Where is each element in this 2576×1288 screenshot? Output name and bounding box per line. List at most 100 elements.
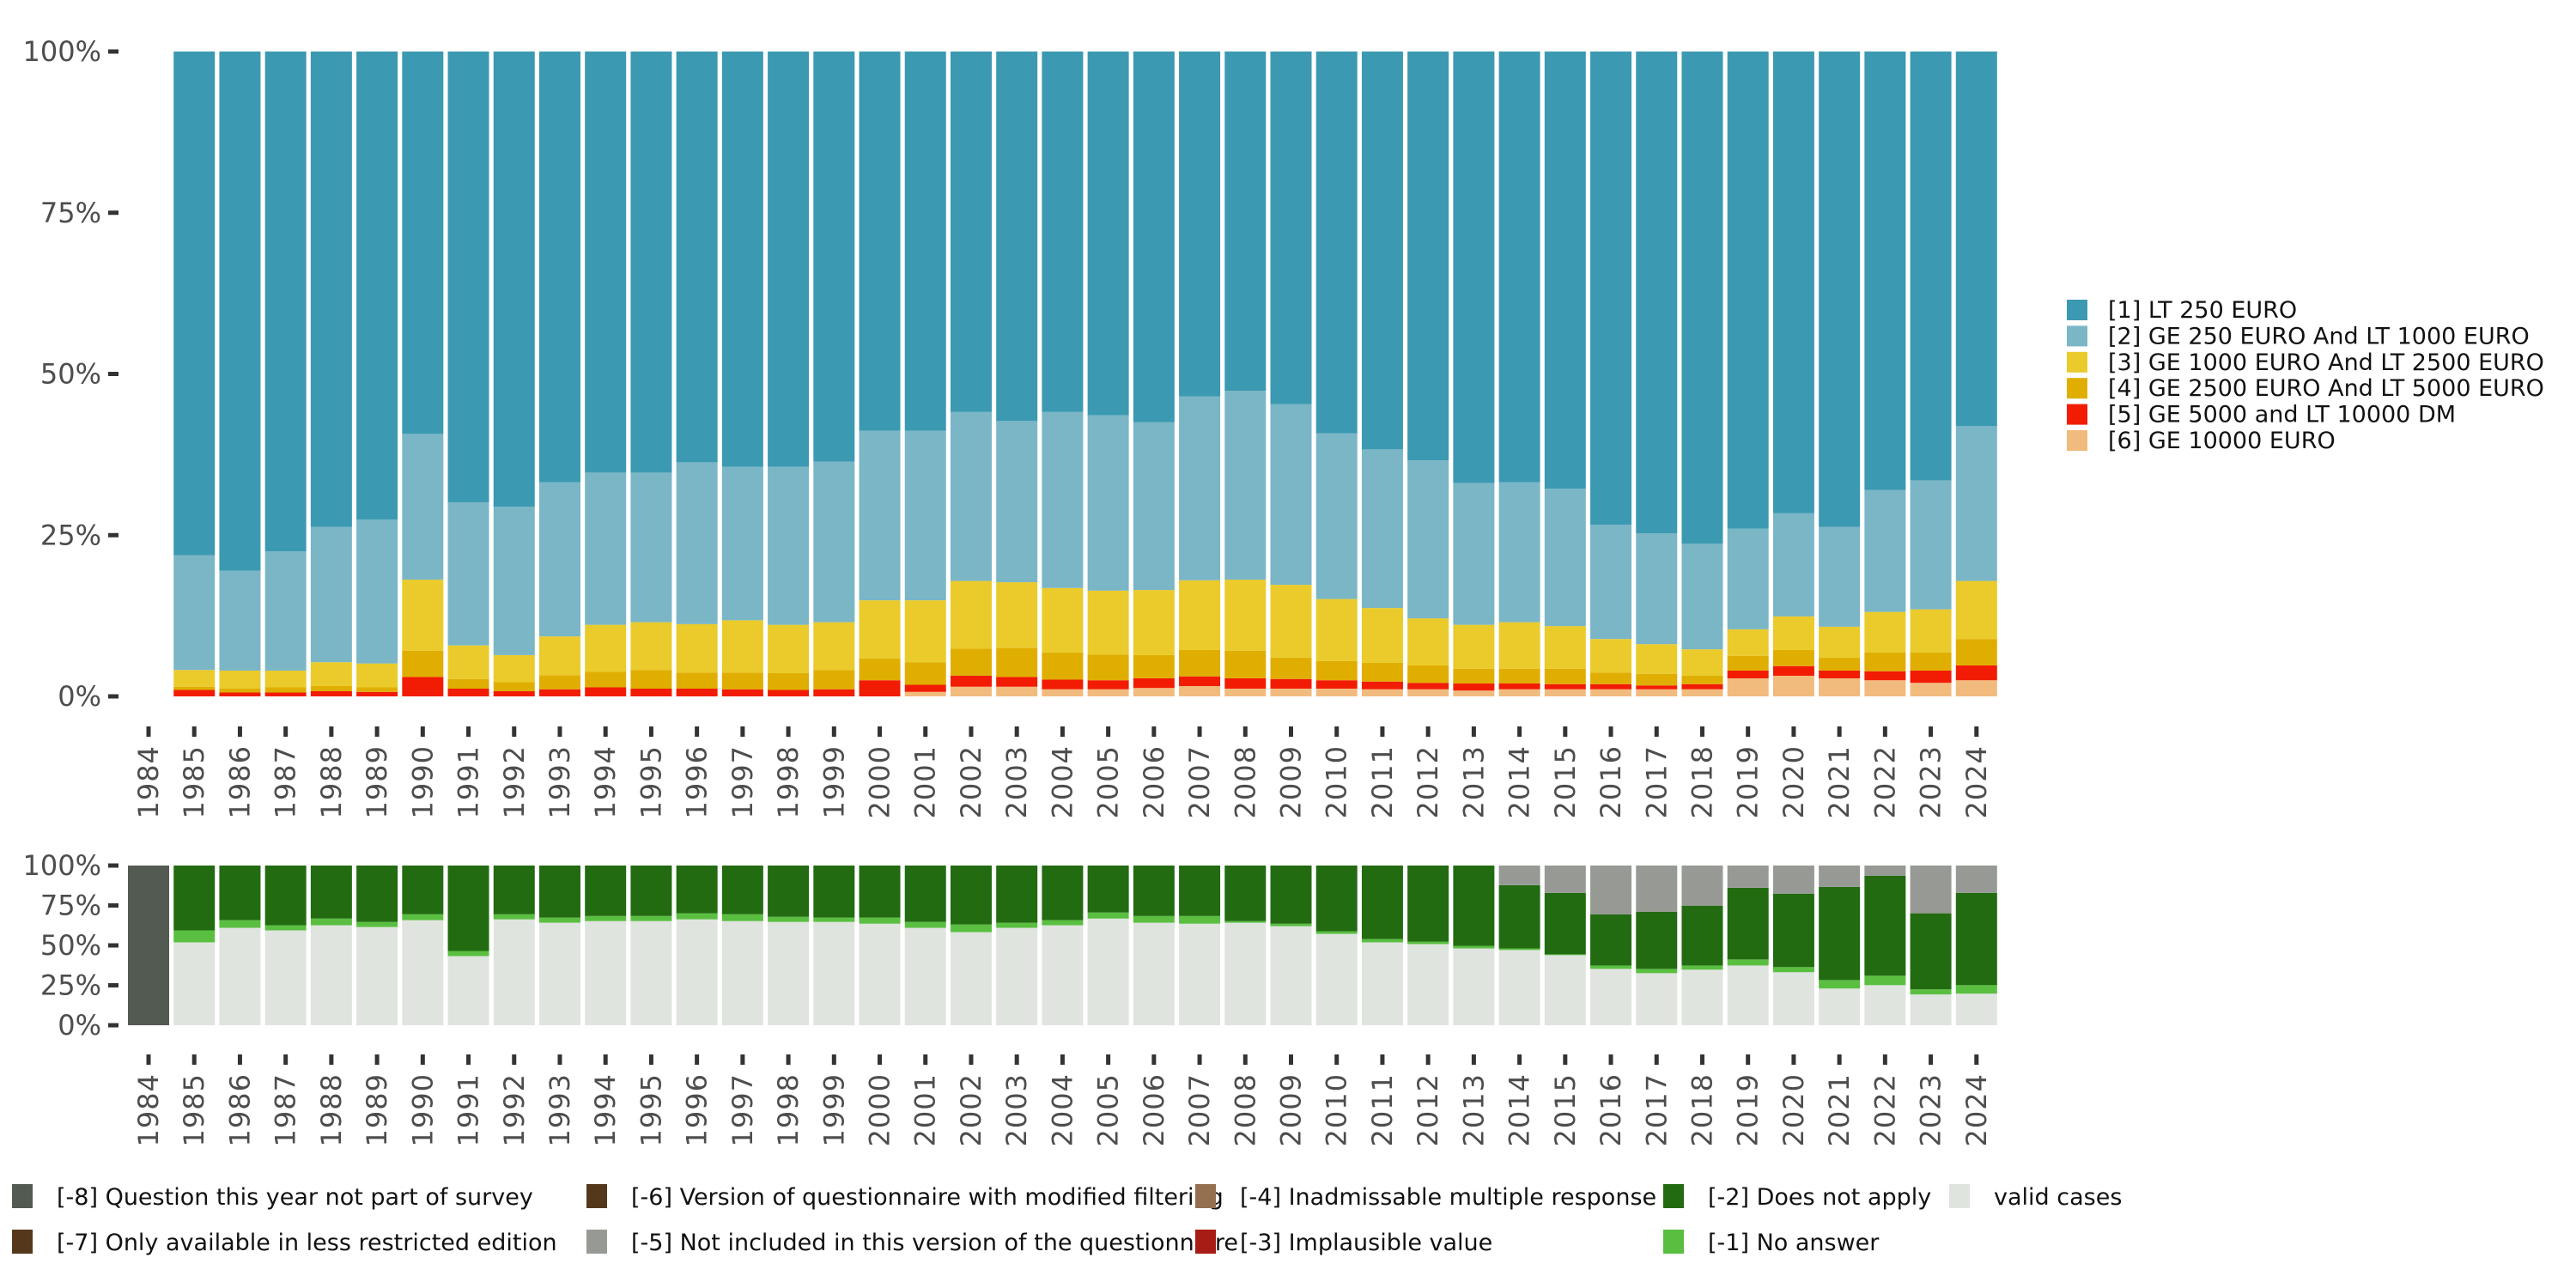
bar-segment-1990 — [402, 580, 444, 651]
bar-segment-2020 — [1772, 52, 1814, 513]
bar-segment-2004 — [1042, 920, 1084, 926]
bar-segment-1990 — [402, 650, 444, 677]
bar-segment-1990 — [402, 52, 444, 434]
bar-segment-2017 — [1636, 644, 1678, 674]
bar-segment-2008 — [1224, 52, 1267, 392]
x-tick-label: 2002 — [955, 1073, 987, 1146]
x-tick-mark — [1929, 1054, 1934, 1065]
x-tick-label: 2007 — [1183, 745, 1216, 818]
x-tick-label: 2006 — [1138, 745, 1170, 818]
bar-segment-1992 — [493, 682, 535, 691]
x-tick-mark — [1563, 726, 1568, 737]
bar-segment-1999 — [813, 917, 855, 922]
bar-segment-2003 — [996, 647, 1038, 677]
x-tick-mark — [786, 1054, 791, 1065]
bar-segment-1998 — [768, 866, 810, 917]
bar-segment-1990 — [402, 866, 444, 914]
x-tick-label: 2013 — [1457, 745, 1490, 818]
x-tick-mark — [557, 1054, 562, 1065]
bar-segment-2016 — [1590, 525, 1632, 640]
bar-segment-1986 — [219, 920, 261, 928]
bar-segment-2016 — [1590, 969, 1632, 1025]
bar-segment-2018 — [1681, 866, 1723, 906]
bar-segment-2022 — [1864, 611, 1906, 653]
bar-segment-2004 — [1042, 587, 1084, 653]
x-tick-label: 1984 — [132, 745, 165, 818]
x-tick-mark — [1151, 1054, 1157, 1065]
x-tick-label: 2014 — [1504, 1073, 1536, 1146]
bar-segment-2018 — [1681, 683, 1723, 690]
missing-y-axis: 0% 25% 50% 75% 100% — [23, 849, 118, 1042]
x-tick-label: 1985 — [178, 745, 210, 818]
bar-segment-1997 — [721, 689, 763, 696]
x-tick-label: 1992 — [498, 745, 531, 818]
bar-segment-2013 — [1453, 683, 1495, 691]
bar-segment-2011 — [1361, 608, 1403, 663]
bar-segment-2017 — [1636, 911, 1678, 969]
bar-segment-1985 — [173, 866, 216, 931]
bar-segment-2010 — [1315, 660, 1358, 681]
main-x-axis: 1984 1985 1986 1987 1988 1989 1990 1991 1992 1993… — [132, 726, 1993, 818]
x-tick-label: 1997 — [726, 745, 759, 818]
x-tick-mark — [648, 1054, 653, 1065]
x-tick-mark — [191, 726, 197, 737]
x-tick-mark — [1746, 726, 1751, 737]
y-tick-label: 75% — [40, 890, 101, 922]
bar-segment-2011 — [1361, 52, 1403, 450]
x-tick-mark — [1608, 1054, 1613, 1065]
bar-segment-1999 — [813, 689, 855, 696]
bar-segment-2020 — [1772, 616, 1814, 650]
x-tick-label: 2006 — [1138, 1073, 1170, 1146]
bar-segment-2011 — [1361, 449, 1403, 609]
bar-segment-1995 — [630, 622, 672, 671]
bar-segment-2011 — [1361, 689, 1403, 696]
bar-segment-2005 — [1087, 590, 1129, 655]
x-tick-label: 1987 — [270, 745, 302, 818]
bar-segment-2022 — [1864, 489, 1906, 612]
bar-segment-2020 — [1772, 866, 1814, 894]
bar-segment-2001 — [904, 52, 946, 431]
x-tick-mark — [740, 726, 745, 737]
bar-segment-2015 — [1544, 955, 1586, 1025]
bar-segment-1992 — [493, 52, 535, 507]
bar-segment-1997 — [721, 466, 763, 621]
x-tick-label: 2023 — [1915, 745, 1947, 818]
x-tick-mark — [1929, 726, 1934, 737]
bar-segment-2000 — [859, 600, 901, 659]
legend-label: [-5] Not included in this version of the… — [631, 1230, 1238, 1256]
y-tick-mark — [108, 1023, 118, 1028]
bar-segment-1990 — [402, 914, 444, 920]
bar-segment-1987 — [264, 551, 307, 671]
bar-segment-2002 — [950, 580, 992, 649]
x-tick-label: 2011 — [1366, 745, 1399, 818]
bar-segment-1992 — [493, 914, 535, 920]
x-tick-mark — [1471, 1054, 1476, 1065]
bar-segment-1997 — [721, 672, 763, 690]
x-tick-label: 2022 — [1868, 745, 1901, 818]
bar-segment-1993 — [538, 866, 580, 918]
x-tick-label: 1995 — [635, 1073, 667, 1146]
bar-segment-1985 — [173, 930, 216, 943]
bar-segment-2023 — [1910, 652, 1952, 671]
bar-segment-2017 — [1636, 973, 1678, 1025]
bar-segment-1998 — [768, 672, 810, 690]
x-tick-label: 1992 — [498, 1073, 531, 1146]
x-tick-label: 2012 — [1412, 745, 1444, 818]
bar-segment-1985 — [173, 686, 216, 690]
bar-segment-2009 — [1270, 678, 1312, 689]
y-tick-mark — [108, 983, 118, 987]
bar-segment-2003 — [996, 582, 1038, 648]
bar-segment-1989 — [356, 927, 398, 1025]
bar-segment-1985 — [173, 555, 216, 671]
bar-segment-2015 — [1544, 489, 1586, 627]
bar-segment-2015 — [1544, 683, 1586, 690]
x-tick-label: 1993 — [544, 1073, 576, 1146]
x-tick-mark — [923, 726, 928, 737]
bar-segment-2004 — [1042, 52, 1084, 412]
bar-segment-2001 — [904, 691, 946, 696]
legend-swatch — [2067, 378, 2087, 399]
bar-segment-2015 — [1544, 626, 1586, 669]
bar-segment-2023 — [1910, 989, 1952, 995]
bar-segment-2019 — [1727, 670, 1769, 678]
bar-segment-1995 — [630, 472, 672, 623]
